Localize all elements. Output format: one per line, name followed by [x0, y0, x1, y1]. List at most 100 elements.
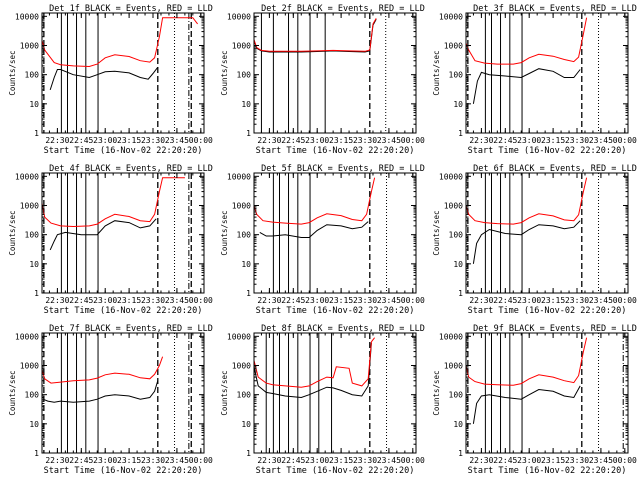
- plot-frame: [41, 332, 205, 454]
- y-axis-label: Counts/sec: [432, 210, 441, 255]
- x-tick-label: 22:30: [45, 456, 69, 465]
- y-tick-label: 1000: [444, 361, 463, 370]
- x-tick-label: 23:30: [353, 136, 377, 145]
- series-line-events: [472, 385, 581, 424]
- y-tick-label: 1000: [20, 201, 39, 210]
- x-tick-label: 22:30: [469, 456, 493, 465]
- x-tick-label: 23:15: [117, 136, 141, 145]
- x-tick-label: 00:00: [189, 136, 213, 145]
- series-line-lld: [42, 17, 198, 68]
- x-axis-label: Start Time (16-Nov-02 22:20:20): [468, 146, 627, 156]
- x-tick-label: 23:45: [589, 296, 613, 305]
- series-group: [466, 337, 588, 424]
- series-line-events: [49, 66, 159, 91]
- y-tick-label: 100: [25, 391, 40, 400]
- y-tick-label: 100: [25, 231, 40, 240]
- y-tick-label: 1000: [232, 361, 251, 370]
- x-tick-label: 23:45: [377, 136, 401, 145]
- series-line-lld: [254, 177, 376, 225]
- y-tick-label: 100: [237, 391, 252, 400]
- plot-frame: [253, 12, 417, 134]
- x-tick-label: 23:45: [589, 456, 613, 465]
- y-axis-label: Counts/sec: [220, 50, 229, 95]
- plot-frame: [465, 12, 629, 134]
- x-axis-label: Start Time (16-Nov-02 22:20:20): [44, 306, 203, 316]
- x-tick-label: 23:30: [141, 296, 165, 305]
- y-tick-label: 10000: [227, 332, 251, 341]
- x-tick-label: 22:45: [493, 296, 517, 305]
- chart-title: Det 8f BLACK = Events, RED = LLD: [261, 324, 425, 334]
- detector-panel: 1 10 100 1000 10000 22:30 22:45 23:00 23:15 23:30…: [220, 164, 425, 316]
- y-tick-label: 100: [237, 71, 252, 80]
- detector-panel: 1 10 100 1000 10000 22:30 22:45 23:00 23:15 23:30…: [432, 4, 637, 156]
- x-tick-label: 00:00: [189, 456, 213, 465]
- series-group: [42, 177, 185, 251]
- y-tick-label: 1: [34, 449, 39, 458]
- x-tick-label: 23:30: [353, 456, 377, 465]
- x-tick-label: 23:45: [165, 136, 189, 145]
- y-tick-label: 10: [453, 260, 463, 269]
- x-tick-label: 23:45: [377, 296, 401, 305]
- series-group: [254, 18, 377, 53]
- x-tick-label: 00:00: [401, 136, 425, 145]
- y-axis-label: Counts/sec: [8, 370, 17, 415]
- series-line-lld: [466, 337, 588, 386]
- x-tick-label: 23:45: [589, 136, 613, 145]
- series-line-events: [254, 342, 372, 399]
- y-tick-label: 10000: [439, 332, 463, 341]
- x-tick-label: 23:15: [117, 296, 141, 305]
- x-tick-label: 22:30: [469, 136, 493, 145]
- y-tick-label: 1: [34, 129, 39, 138]
- x-tick-label: 22:30: [257, 296, 281, 305]
- x-tick-label: 00:00: [189, 296, 213, 305]
- chart-title: Det 1f BLACK = Events, RED = LLD: [49, 4, 213, 14]
- x-tick-label: 00:00: [613, 456, 637, 465]
- x-tick-label: 23:00: [517, 136, 541, 145]
- y-tick-label: 1000: [444, 201, 463, 210]
- x-tick-label: 23:30: [565, 136, 589, 145]
- y-tick-label: 10: [29, 420, 39, 429]
- series-line-events: [49, 218, 157, 251]
- y-tick-label: 10000: [15, 12, 39, 21]
- chart-title: Det 2f BLACK = Events, RED = LLD: [261, 4, 425, 14]
- y-tick-label: 10: [241, 260, 251, 269]
- y-tick-label: 10000: [15, 172, 39, 181]
- x-tick-label: 22:45: [493, 456, 517, 465]
- y-tick-label: 1000: [444, 41, 463, 50]
- x-axis-label: Start Time (16-Nov-02 22:20:20): [256, 466, 415, 476]
- chart-title: Det 5f BLACK = Events, RED = LLD: [261, 164, 425, 174]
- detector-panel: 1 10 100 1000 10000 22:30 22:45 23:00 23:15 23:30…: [220, 4, 425, 156]
- plot-frame: [465, 332, 629, 454]
- y-tick-label: 10: [453, 420, 463, 429]
- x-tick-label: 00:00: [401, 296, 425, 305]
- x-tick-label: 23:00: [93, 296, 117, 305]
- x-tick-label: 23:15: [329, 456, 353, 465]
- chart-title: Det 3f BLACK = Events, RED = LLD: [473, 4, 637, 14]
- series-line-lld: [42, 356, 164, 384]
- series-group: [254, 177, 376, 238]
- x-tick-label: 22:30: [469, 296, 493, 305]
- x-axis-label: Start Time (16-Nov-02 22:20:20): [256, 146, 415, 156]
- x-tick-label: 22:45: [493, 136, 517, 145]
- x-tick-label: 23:15: [117, 456, 141, 465]
- x-tick-label: 23:00: [517, 296, 541, 305]
- x-tick-label: 23:00: [305, 136, 329, 145]
- series-line-events: [254, 18, 377, 53]
- plot-frame: [253, 332, 417, 454]
- chart-title: Det 6f BLACK = Events, RED = LLD: [473, 164, 637, 174]
- y-tick-label: 1000: [232, 41, 251, 50]
- series-line-lld: [466, 177, 588, 225]
- x-tick-label: 22:30: [257, 456, 281, 465]
- detector-panel: 1 10 100 1000 10000 22:30 22:45 23:00 23:15 23:30…: [220, 324, 425, 476]
- plot-frame: [465, 172, 629, 294]
- y-tick-label: 1: [246, 449, 251, 458]
- x-tick-label: 22:30: [45, 296, 69, 305]
- y-tick-label: 1000: [20, 361, 39, 370]
- x-tick-label: 23:00: [93, 456, 117, 465]
- x-tick-label: 23:15: [329, 136, 353, 145]
- x-axis-label: Start Time (16-Nov-02 22:20:20): [468, 466, 627, 476]
- plot-frame: [41, 12, 205, 134]
- y-tick-label: 10000: [227, 172, 251, 181]
- x-tick-label: 23:15: [541, 296, 565, 305]
